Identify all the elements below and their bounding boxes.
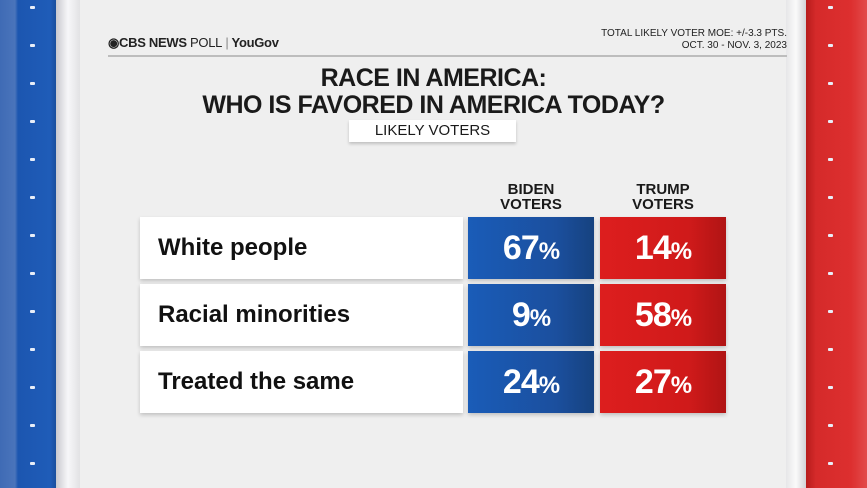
left-divider [56, 0, 80, 488]
trump-value-cell: 58% [600, 284, 726, 346]
trump-value-cell: 27% [600, 351, 726, 413]
stripe-rivet [828, 272, 833, 275]
moe-info: TOTAL LIKELY VOTER MOE: +/-3.3 PTS. OCT. … [601, 28, 787, 51]
row-label: White people [140, 217, 463, 279]
stripe-rivet [30, 348, 35, 351]
stripe-rivet [30, 272, 35, 275]
title-line-1: RACE IN AMERICA: [320, 64, 547, 92]
right-red-stripe [806, 0, 867, 488]
stripe-rivet [828, 310, 833, 313]
percent-sign: % [529, 305, 551, 332]
stripe-rivet [828, 462, 833, 465]
stripe-rivet [828, 6, 833, 9]
stripe-rivet [30, 44, 35, 47]
row-label: Treated the same [140, 351, 463, 413]
stripe-rivet [828, 44, 833, 47]
trump-value: 27 [634, 363, 672, 401]
biden-value: 9 [511, 296, 531, 334]
stripe-rivet [828, 120, 833, 123]
biden-value-cell: 24% [468, 351, 594, 413]
trump-value: 58 [634, 296, 672, 334]
stripe-rivet [30, 424, 35, 427]
left-blue-stripe [0, 0, 56, 488]
stripe-rivet [30, 120, 35, 123]
percent-sign: % [670, 238, 692, 265]
trump-value: 14 [634, 229, 672, 267]
stripe-rivet [828, 158, 833, 161]
stripe-rivet [30, 386, 35, 389]
right-divider [786, 0, 806, 488]
stripe-rivet [30, 462, 35, 465]
header-rule [108, 55, 787, 57]
title-line-2: WHO IS FAVORED IN AMERICA TODAY? [202, 91, 665, 119]
percent-sign: % [670, 305, 692, 332]
column-header-trump: TRUMP VOTERS [632, 181, 694, 213]
percent-sign: % [670, 372, 692, 399]
trump-value-cell: 14% [600, 217, 726, 279]
stripe-rivet [30, 234, 35, 237]
stripe-rivet [30, 6, 35, 9]
stripe-rivet [828, 82, 833, 85]
biden-value-cell: 9% [468, 284, 594, 346]
stripe-rivet [30, 310, 35, 313]
cbs-brand-logo: ◉CBS NEWS POLL | YouGov [108, 35, 279, 50]
stripe-rivet [828, 424, 833, 427]
column-header-biden: BIDEN VOTERS [500, 181, 562, 213]
subtitle-badge: LIKELY VOTERS [349, 120, 516, 142]
row-label: Racial minorities [140, 284, 463, 346]
stripe-rivet [828, 234, 833, 237]
stripe-rivet [30, 82, 35, 85]
percent-sign: % [538, 372, 560, 399]
biden-value-cell: 67% [468, 217, 594, 279]
biden-value: 24 [502, 363, 540, 401]
stripe-rivet [30, 196, 35, 199]
percent-sign: % [538, 238, 560, 265]
stripe-rivet [828, 196, 833, 199]
stripe-rivet [30, 158, 35, 161]
stripe-rivet [828, 348, 833, 351]
biden-value: 67 [502, 229, 540, 267]
stripe-rivet [828, 386, 833, 389]
